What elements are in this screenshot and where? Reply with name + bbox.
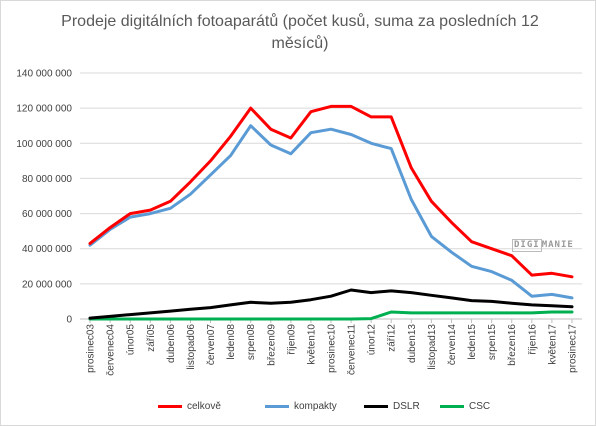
x-tick-label: září05 (146, 324, 157, 352)
series-line-kompakty (88, 124, 574, 300)
series-lines (88, 104, 574, 321)
x-tick-label: listopad13 (427, 324, 438, 370)
x-tick-label: říjen16 (527, 324, 538, 355)
series-line-DSLR (88, 288, 574, 320)
x-tick-label: červenec04 (106, 324, 117, 376)
x-tick-label: červen14 (447, 324, 458, 366)
y-tick-label: 40 000 000 (22, 244, 72, 255)
y-tick-label: 100 000 000 (16, 139, 72, 150)
chart-title: Prodeje digitálních fotoaparátů (počet k… (61, 13, 539, 52)
legend-swatch (440, 404, 464, 408)
x-tick-label: březen09 (266, 324, 277, 366)
y-tick-label: 0 (66, 315, 72, 326)
x-tick-label: září12 (387, 324, 398, 352)
x-tick-label: srpen15 (487, 324, 498, 361)
x-axis-ticks: prosinec03 červenec04 únor05 září05 duben06 l… (86, 319, 578, 376)
legend-label: CSC (469, 400, 491, 412)
legend-label: kompakty (294, 400, 337, 412)
x-tick-label: duben13 (407, 324, 418, 363)
y-tick-label: 80 000 000 (22, 174, 72, 185)
x-tick-label: červenec11 (347, 324, 358, 375)
watermark-right: MANIE (541, 240, 574, 250)
legend-item: CSC (440, 398, 490, 414)
legend-label: celkově (187, 400, 221, 412)
x-tick-label: leden15 (467, 324, 478, 360)
x-tick-label: červen07 (206, 324, 217, 366)
series-line-CSC (88, 310, 574, 321)
y-axis-ticks: 0 20 000 000 40 000 000 60 000 000 80 000 00… (16, 69, 72, 326)
legend-swatch (265, 404, 289, 408)
legend-item: DSLR (364, 398, 420, 414)
x-tick-label: květen10 (306, 324, 317, 365)
x-tick-label: říjen09 (286, 324, 297, 355)
legend-label: DSLR (393, 400, 420, 412)
x-tick-label: květen17 (547, 324, 558, 365)
y-tick-label: 60 000 000 (22, 209, 72, 220)
legend-item: kompakty (265, 398, 337, 414)
watermark-left: DIGI (512, 239, 542, 252)
x-tick-label: únor05 (126, 324, 137, 356)
series-line-celkově (88, 104, 574, 279)
grid-lines (80, 72, 582, 320)
x-tick-label: prosinec10 (327, 324, 338, 373)
legend-swatch (158, 404, 182, 408)
x-tick-label: prosinec17 (567, 324, 578, 373)
legend-swatch (364, 404, 388, 408)
y-tick-label: 140 000 000 (16, 69, 72, 80)
x-tick-label: březen16 (507, 324, 518, 366)
x-tick-label: únor12 (367, 324, 378, 356)
x-tick-label: prosinec03 (86, 324, 97, 373)
watermark-logo: DIGI MANIE (512, 239, 592, 253)
y-tick-label: 20 000 000 (22, 279, 72, 290)
x-tick-label: leden08 (226, 324, 237, 360)
legend: celkově kompakty DSLR CSC (0, 398, 596, 414)
x-tick-label: srpen08 (246, 324, 257, 361)
x-tick-label: duben06 (166, 324, 177, 363)
x-tick-label: listopad06 (186, 324, 197, 370)
y-tick-label: 120 000 000 (16, 104, 72, 115)
legend-item: celkově (158, 398, 221, 414)
